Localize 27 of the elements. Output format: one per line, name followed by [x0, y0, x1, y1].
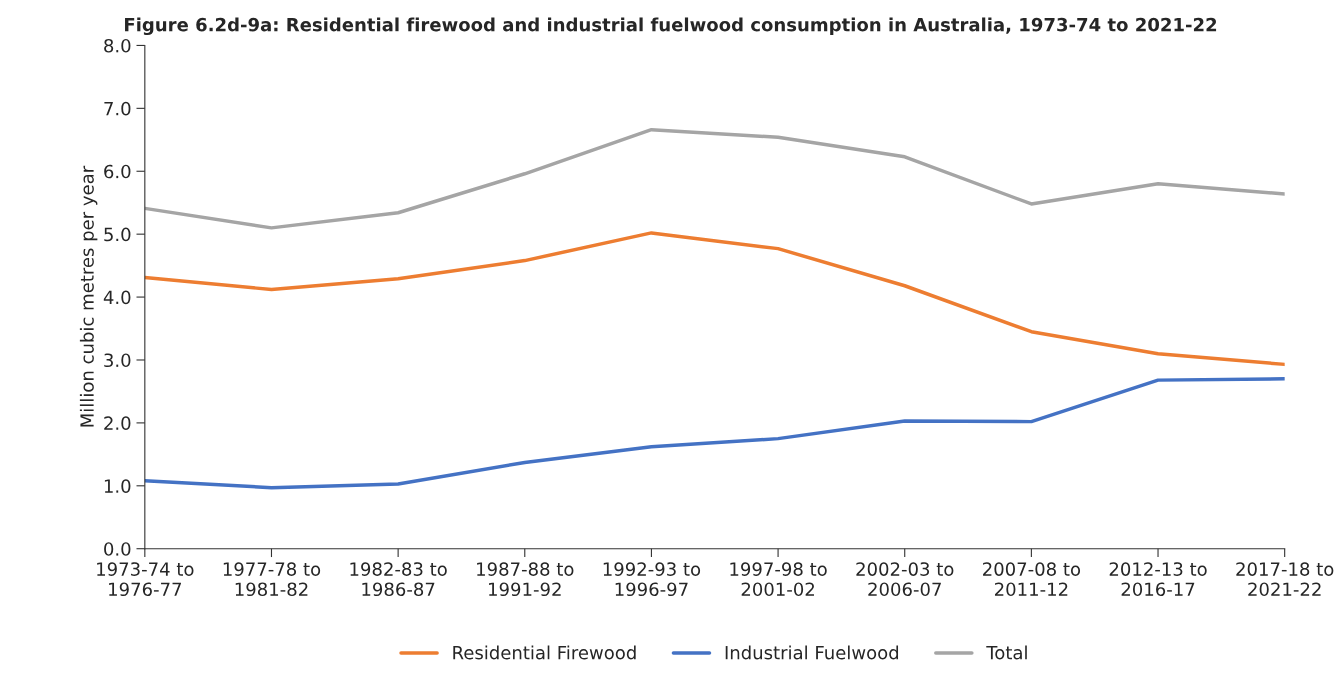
y-tick-label: 5.0 [104, 227, 131, 242]
legend-label: Industrial Fuelwood [725, 645, 899, 660]
x-tick-label: 2017-18 to 2021-22 [1236, 562, 1334, 597]
x-tick-label: 1982-83 to 1986-87 [350, 562, 447, 597]
y-tick-label: 0.0 [104, 542, 131, 556]
y-axis-title: Million cubic metres per year [79, 165, 98, 427]
legend-label: Residential Firewood [453, 645, 636, 660]
x-tick-label: 1992-93 to 1996-97 [603, 562, 701, 597]
x-tick-label: 2007-08 to 2011-12 [983, 562, 1081, 597]
line-series [144, 231, 1285, 367]
chart-title: Figure 6.2d-9a: Residential firewood and industrial fuelwood consumption in Australia, 1973-74 to 2021-22 [125, 17, 1217, 36]
line-series [144, 377, 1285, 490]
y-tick-label: 3.0 [104, 353, 131, 368]
y-tick-label: 1.0 [104, 479, 131, 493]
x-tick-label: 2012-13 to 2016-17 [1109, 562, 1207, 597]
x-tick-label: 1987-88 to 1991-92 [477, 562, 574, 597]
y-tick-label: 8.0 [104, 38, 131, 53]
y-tick-label: 2.0 [104, 416, 131, 431]
legend-label: Total [986, 645, 1027, 660]
x-tick-label: 1997-98 to 2001-02 [730, 562, 827, 597]
y-tick-label: 7.0 [104, 101, 131, 116]
line-series [144, 127, 1285, 230]
y-tick-label: 4.0 [103, 290, 131, 305]
y-tick-label: 6.0 [104, 164, 131, 179]
x-tick-label: 1973-74 to 1976-77 [97, 562, 194, 597]
x-tick-label: 1977-78 to 1981-82 [223, 562, 321, 597]
x-tick-label: 2002-03 to 2006-07 [856, 562, 954, 597]
